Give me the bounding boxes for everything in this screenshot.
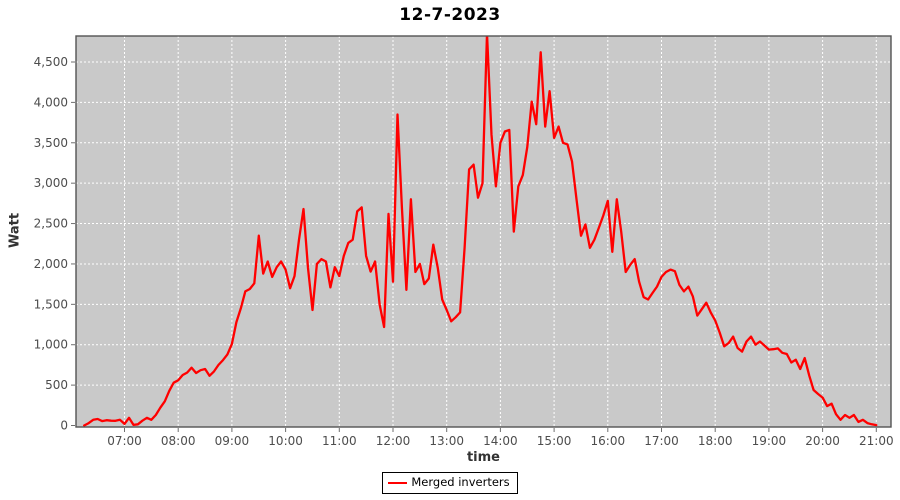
x-tick-label: 07:00: [107, 434, 142, 448]
legend-label: Merged inverters: [411, 475, 510, 489]
x-tick-label: 21:00: [859, 434, 894, 448]
y-tick-label: 500: [45, 378, 68, 392]
x-tick-label: 17:00: [644, 434, 679, 448]
y-tick-label: 3,500: [34, 136, 68, 150]
y-tick-label: 2,000: [34, 257, 68, 271]
x-tick-label: 11:00: [322, 434, 357, 448]
x-tick-label: 12:00: [376, 434, 411, 448]
y-tick-label: 4,500: [34, 55, 68, 69]
x-tick-label: 10:00: [268, 434, 303, 448]
y-tick-label: 2,500: [34, 217, 68, 231]
legend-box: Merged inverters: [382, 472, 518, 494]
x-tick-label: 13:00: [429, 434, 464, 448]
y-tick-label: 1,500: [34, 297, 68, 311]
y-tick-label: 1,000: [34, 338, 68, 352]
x-tick-label: 08:00: [161, 434, 196, 448]
legend: Merged inverters: [0, 472, 900, 494]
legend-line-icon: [388, 481, 408, 484]
x-tick-label: 15:00: [537, 434, 572, 448]
x-tick-label: 09:00: [215, 434, 250, 448]
chart-title: 12-7-2023: [399, 5, 501, 25]
x-axis-label: time: [466, 450, 501, 465]
x-tick-label: 19:00: [752, 434, 787, 448]
y-tick-label: 0: [60, 419, 68, 433]
plot-border: [75, 35, 892, 428]
x-tick-label: 14:00: [483, 434, 518, 448]
x-tick-label: 18:00: [698, 434, 733, 448]
merged-inverters-line: [83, 36, 878, 427]
x-tick-label: 16:00: [591, 434, 626, 448]
x-tick-label: 20:00: [805, 434, 840, 448]
plot-background: [76, 36, 891, 427]
y-tick-label: 3,000: [34, 176, 68, 190]
y-tick-label: 4,000: [34, 95, 68, 109]
y-axis-label: Watt: [7, 212, 23, 249]
